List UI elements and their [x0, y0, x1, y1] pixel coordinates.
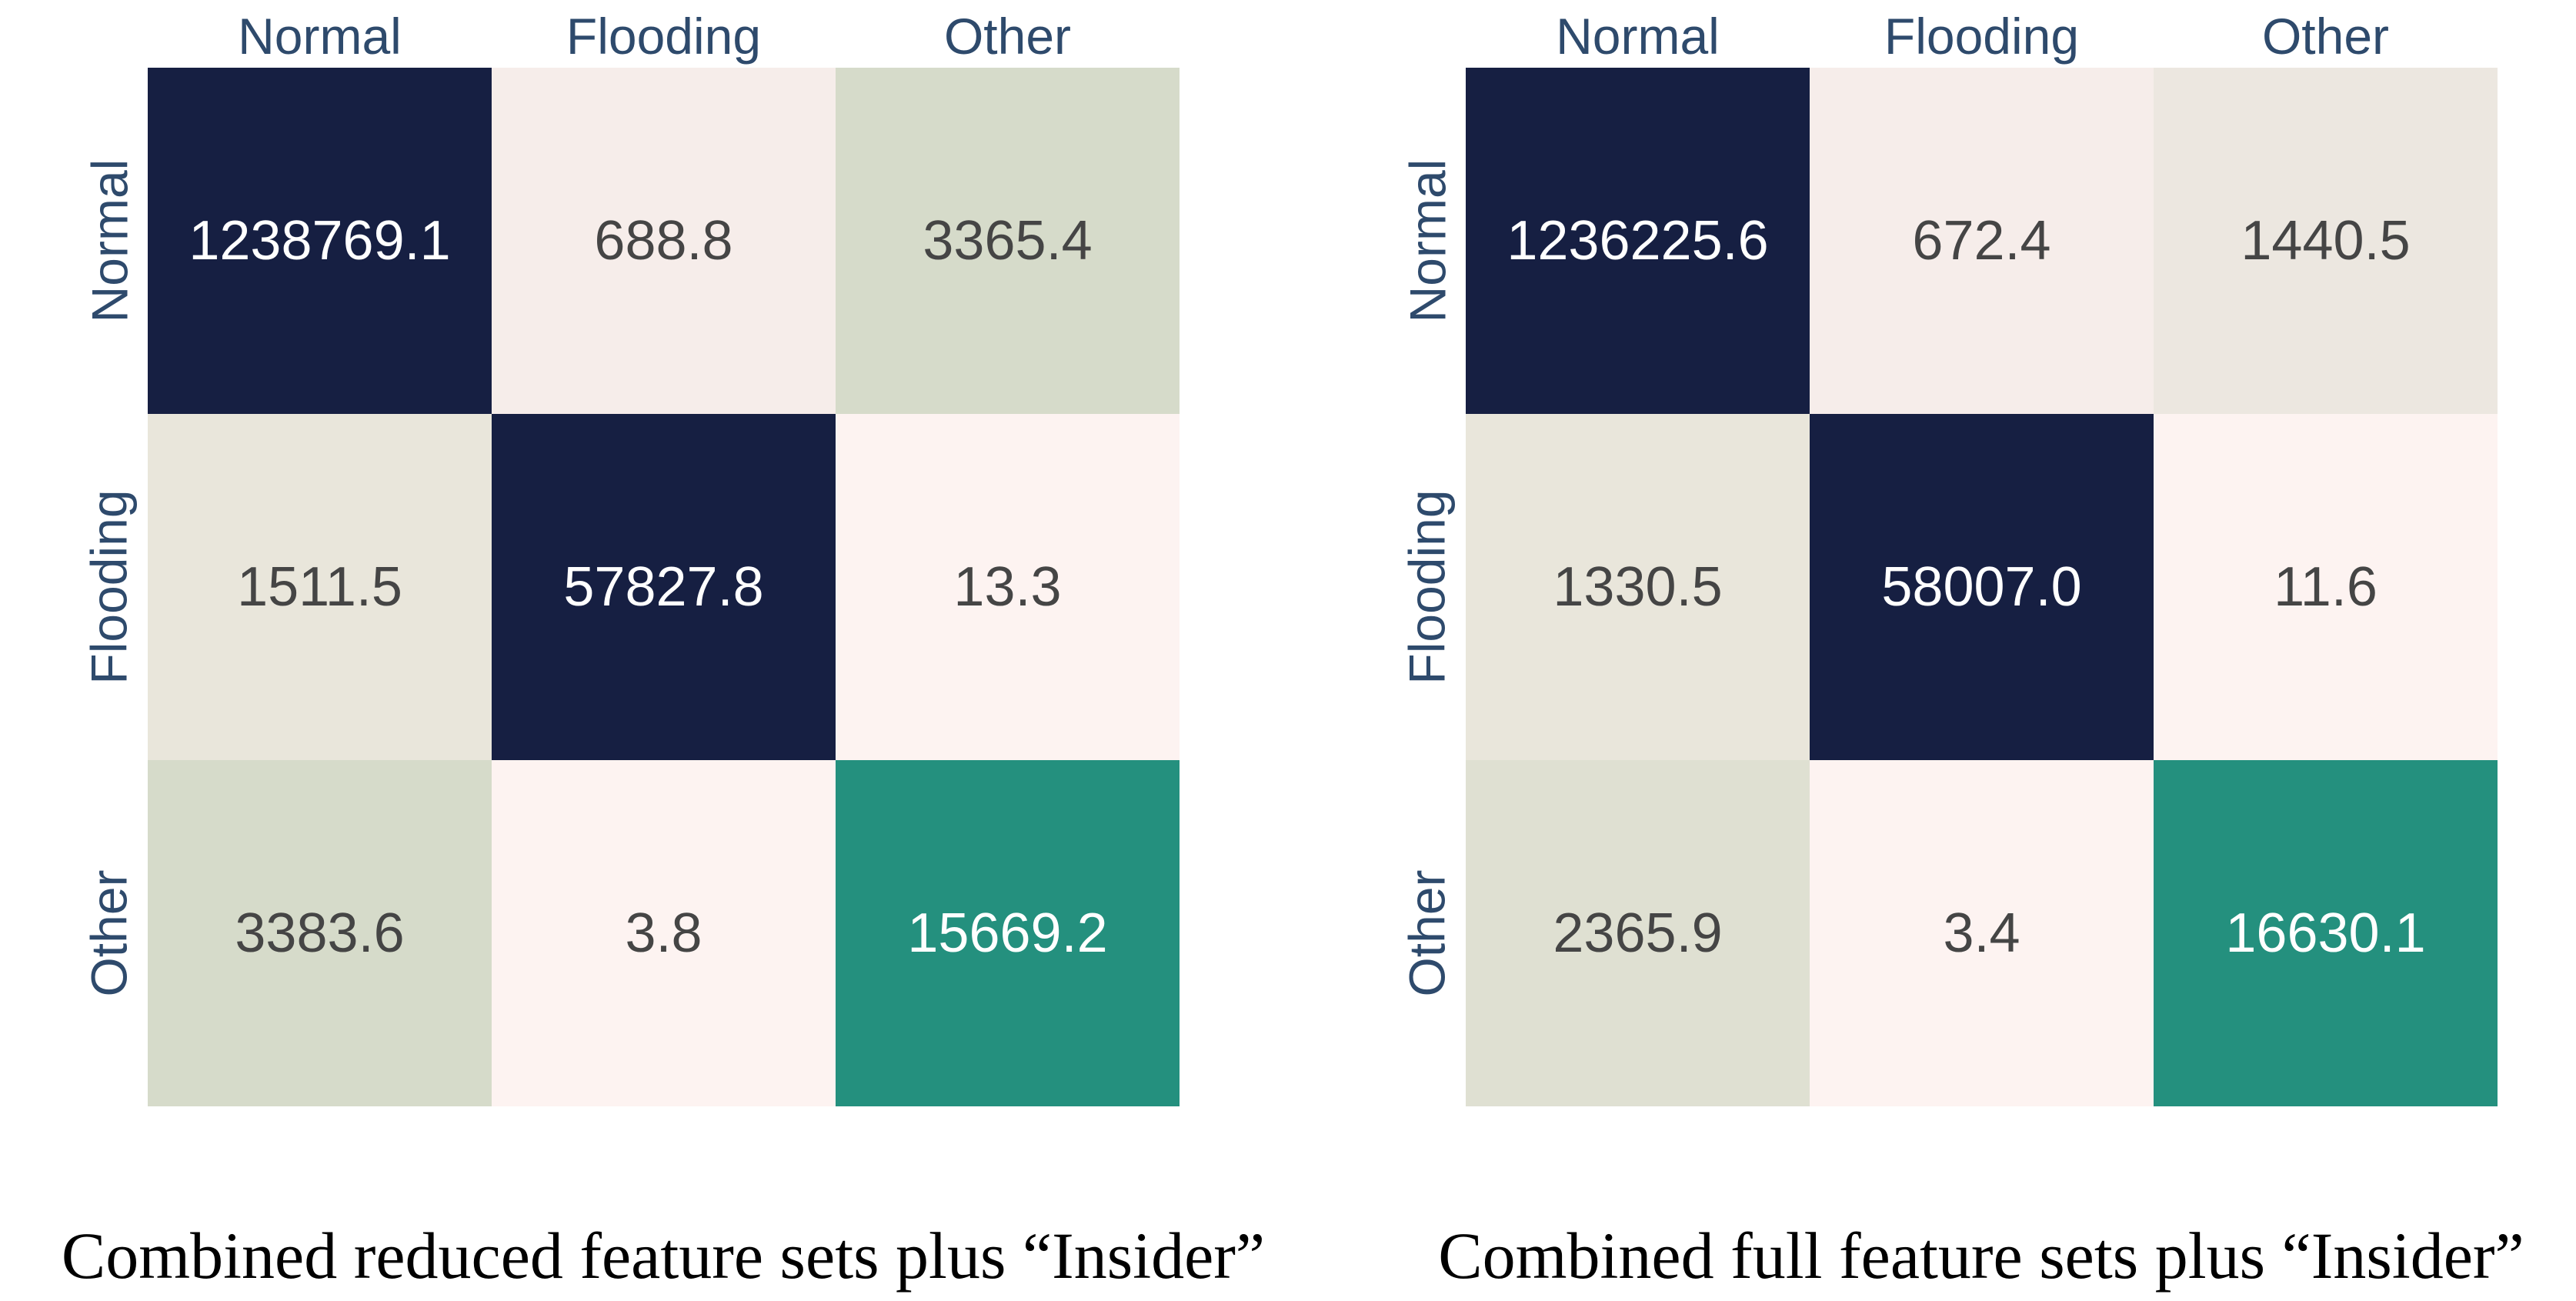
cell-value: 13.3 — [953, 556, 1062, 618]
cell-flooding-other: 11.6 — [2154, 414, 2498, 760]
y-axis-label-text: Normal — [1399, 158, 1457, 323]
y-axis-labels: Normal Flooding Other — [71, 68, 148, 1106]
cell-value: 1236225.6 — [1507, 210, 1769, 272]
x-axis-label-other: Other — [2261, 8, 2390, 65]
cell-other-flooding: 3.4 — [1810, 760, 2154, 1106]
x-axis-label-normal: Normal — [238, 8, 402, 65]
heatmap-grid: 1236225.6 672.4 1440.5 1330.5 58007.0 11… — [1466, 68, 2498, 1106]
cell-value: 3383.6 — [235, 902, 405, 964]
y-axis-label-normal: Normal — [1389, 68, 1466, 414]
confusion-matrix-reduced-features: Normal Flooding Other Normal Flooding Ot… — [62, 0, 1265, 1301]
heatmap-grid: 1238769.1 688.8 3365.4 1511.5 57827.8 13… — [148, 68, 1180, 1106]
cell-flooding-normal: 1330.5 — [1466, 414, 1810, 760]
cell-value: 2365.9 — [1553, 902, 1723, 964]
x-axis-labels: Normal Flooding Other — [1466, 0, 2498, 68]
cell-normal-other: 1440.5 — [2154, 68, 2498, 414]
cell-value: 1238769.1 — [189, 210, 451, 272]
y-axis-labels: Normal Flooding Other — [1389, 68, 1466, 1106]
cell-value: 1330.5 — [1553, 556, 1723, 618]
cell-flooding-normal: 1511.5 — [148, 414, 492, 760]
y-axis-label-other: Other — [1389, 760, 1466, 1106]
cell-normal-normal: 1236225.6 — [1466, 68, 1810, 414]
y-axis-label-text: Other — [1399, 869, 1457, 997]
cell-value: 688.8 — [594, 210, 733, 272]
cell-value: 3365.4 — [923, 210, 1093, 272]
x-axis-labels: Normal Flooding Other — [148, 0, 1180, 68]
y-axis-label-flooding: Flooding — [1389, 414, 1466, 760]
cell-normal-normal: 1238769.1 — [148, 68, 492, 414]
cell-normal-flooding: 672.4 — [1810, 68, 2154, 414]
cell-other-normal: 2365.9 — [1466, 760, 1810, 1106]
cell-other-normal: 3383.6 — [148, 760, 492, 1106]
cell-other-other: 15669.2 — [836, 760, 1180, 1106]
cell-value: 16630.1 — [2225, 902, 2426, 964]
cell-value: 1440.5 — [2241, 210, 2411, 272]
x-axis-label-other: Other — [943, 8, 1072, 65]
cell-value: 15669.2 — [907, 902, 1108, 964]
cell-flooding-flooding: 57827.8 — [492, 414, 836, 760]
cell-other-flooding: 3.8 — [492, 760, 836, 1106]
cell-flooding-flooding: 58007.0 — [1810, 414, 2154, 760]
figure-caption-right: Combined full feature sets plus “Insider… — [1438, 1219, 2524, 1293]
y-axis-label-text: Flooding — [81, 489, 138, 685]
y-axis-label-other: Other — [71, 760, 148, 1106]
x-axis-label-flooding: Flooding — [566, 8, 762, 65]
cell-value: 672.4 — [1912, 210, 2051, 272]
cell-value: 58007.0 — [1881, 556, 2082, 618]
cell-value: 11.6 — [2274, 556, 2377, 618]
cell-normal-flooding: 688.8 — [492, 68, 836, 414]
y-axis-label-text: Normal — [81, 158, 138, 323]
x-axis-label-flooding: Flooding — [1884, 8, 2080, 65]
confusion-matrix-full-features: Normal Flooding Other Normal Flooding Ot… — [1389, 0, 2524, 1301]
x-axis-label-normal: Normal — [1556, 8, 1720, 65]
cell-normal-other: 3365.4 — [836, 68, 1180, 414]
cell-value: 3.8 — [625, 902, 702, 964]
y-axis-label-text: Flooding — [1399, 489, 1457, 685]
cell-value: 3.4 — [1943, 902, 2020, 964]
cell-value: 57827.8 — [563, 556, 764, 618]
cell-flooding-other: 13.3 — [836, 414, 1180, 760]
cell-value: 1511.5 — [237, 556, 402, 618]
y-axis-label-text: Other — [81, 869, 138, 997]
figure-caption-left: Combined reduced feature sets plus “Insi… — [61, 1219, 1266, 1293]
y-axis-label-normal: Normal — [71, 68, 148, 414]
y-axis-label-flooding: Flooding — [71, 414, 148, 760]
cell-other-other: 16630.1 — [2154, 760, 2498, 1106]
